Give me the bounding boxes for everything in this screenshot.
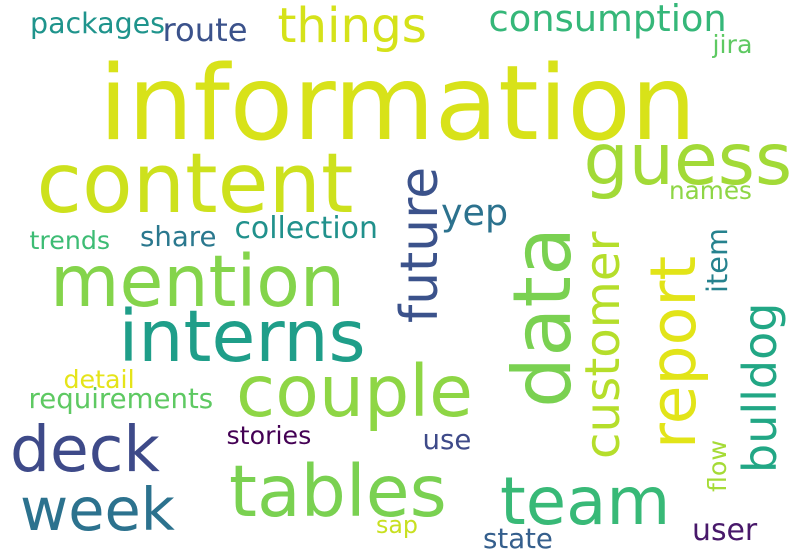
- word-data: data: [494, 226, 589, 408]
- word-information: information: [99, 44, 697, 164]
- word-mention: mention: [50, 239, 346, 323]
- word-route: route: [162, 11, 248, 49]
- word-trends: trends: [29, 225, 111, 255]
- word-names: names: [669, 175, 752, 205]
- word-consumption: consumption: [488, 0, 727, 40]
- word-bulldog: bulldog: [733, 302, 787, 473]
- word-future: future: [389, 166, 450, 323]
- word-collection: collection: [234, 211, 378, 246]
- word-state: state: [483, 522, 553, 555]
- word-yep: yep: [441, 191, 509, 234]
- word-share: share: [140, 220, 217, 253]
- word-item: item: [700, 227, 734, 293]
- word-things: things: [277, 0, 427, 54]
- word-guess: guess: [583, 117, 793, 201]
- word-use: use: [422, 423, 472, 456]
- word-user: user: [692, 513, 758, 548]
- word-team: team: [500, 464, 671, 540]
- word-content: content: [36, 134, 354, 232]
- word-customer: customer: [575, 231, 631, 459]
- word-detail: detail: [63, 364, 135, 394]
- word-week: week: [20, 474, 175, 544]
- word-sap: sap: [376, 510, 418, 539]
- word-packages: packages: [30, 7, 166, 40]
- word-report: report: [636, 255, 710, 449]
- word-jira: jira: [712, 29, 753, 59]
- word-stories: stories: [226, 420, 312, 450]
- word-interns: interns: [118, 294, 366, 378]
- word-tables: tables: [229, 449, 447, 533]
- word-deck: deck: [10, 412, 160, 486]
- word-requirements: requirements: [28, 382, 214, 415]
- word-couple: couple: [236, 349, 473, 433]
- word-flow: flow: [702, 439, 732, 492]
